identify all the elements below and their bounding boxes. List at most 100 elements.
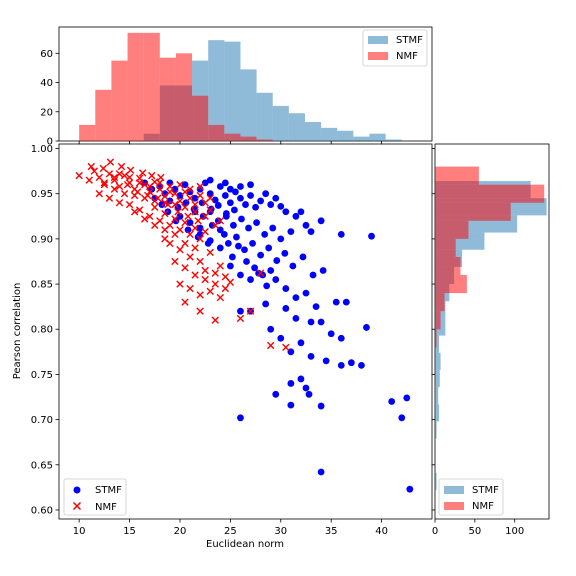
right-x-tick-label: 0: [432, 526, 438, 537]
nmf-point: [140, 180, 149, 189]
stmf-point: [342, 298, 350, 306]
nmf-point: [125, 200, 134, 209]
x-tick-label: 15: [123, 526, 136, 537]
nmf-point: [99, 164, 108, 173]
stmf-point: [247, 181, 254, 189]
nmf-point: [148, 171, 156, 180]
right-hist-bar-nmf: [435, 184, 545, 203]
nmf-point: [191, 271, 199, 279]
stmf-point: [247, 192, 254, 199]
stmf-point: [319, 267, 327, 274]
nmf-point: [135, 179, 144, 187]
right-hist-bar-stmf: [435, 352, 441, 370]
right-x-tick-label: 100: [505, 526, 524, 537]
nmf-point: [282, 343, 290, 352]
main-y-ticks: 0.60 0.65 0.70 0.75 0.80 0.85 0.90 0.95 1.00: [31, 144, 59, 516]
top-hist-bar-nmf: [127, 32, 144, 141]
stmf-point: [226, 262, 234, 270]
top-hist-bar-nmf: [224, 133, 241, 141]
stmf-point: [358, 361, 365, 369]
nmf-point: [85, 176, 93, 184]
nmf-point: [115, 182, 124, 191]
right-hist-bar-nmf: [435, 293, 445, 312]
nmf-point: [115, 170, 124, 178]
top-hist-bar-nmf: [111, 60, 128, 141]
x-tick-label: 25: [224, 526, 237, 537]
nmf-point: [221, 284, 230, 293]
x-tick-label: 20: [174, 526, 187, 537]
nmf-point: [135, 206, 144, 214]
top-hist-bar-stmf: [224, 41, 241, 141]
stmf-point: [237, 307, 244, 315]
nmf-point: [181, 264, 189, 272]
stmf-point: [262, 190, 270, 198]
top-hist-bar-nmf: [79, 124, 96, 141]
nmf-point: [166, 182, 174, 191]
nmf-point: [206, 287, 214, 295]
nmf-point: [196, 291, 204, 299]
stmf-point: [224, 239, 232, 247]
nmf-point: [194, 217, 202, 225]
y-tick-label: 0.60: [31, 505, 53, 516]
nmf-point: [196, 257, 204, 266]
nmf-point: [216, 262, 224, 270]
main-scatter-panel: 10 15 20 25 30 35 40 0.600.650.700.750.800.850…: [12, 143, 433, 550]
nmf-point: [256, 269, 265, 277]
stmf-point: [235, 242, 242, 250]
nmf-point: [174, 208, 182, 216]
stmf-point: [237, 271, 244, 279]
main-legend: STMF NMF: [63, 478, 127, 516]
stmf-point: [277, 334, 285, 342]
nmf-point: [151, 221, 159, 230]
nmf-point: [130, 208, 139, 216]
nmf-point: [191, 244, 199, 252]
stmf-point: [292, 314, 300, 322]
right-histogram-panel: 0 50 100 STMF NMF: [431, 143, 550, 537]
stmf-point: [196, 224, 204, 232]
y-tick-label: 0.95: [31, 189, 53, 200]
stmf-point: [232, 188, 239, 196]
nmf-point: [123, 180, 132, 189]
nmf-point: [154, 194, 162, 202]
nmf-point: [140, 215, 149, 223]
stmf-point: [265, 244, 273, 252]
right-x-tick-label: 50: [468, 526, 481, 537]
scatter-points-group: [75, 158, 414, 493]
top-legend-label-stmf: STMF: [396, 35, 423, 46]
nmf-point: [156, 185, 164, 193]
stmf-point: [222, 212, 230, 220]
stmf-point: [302, 384, 310, 392]
nmf-point: [171, 230, 179, 239]
x-axis-label: Euclidean norm: [206, 539, 284, 550]
nmf-point: [120, 190, 129, 198]
stmf-point: [164, 208, 172, 216]
stmf-point: [406, 485, 414, 493]
right-hist-bar-nmf: [435, 329, 437, 348]
stmf-point: [228, 253, 236, 261]
stmf-point: [166, 179, 174, 187]
stmf-point: [305, 390, 313, 398]
stmf-point: [176, 192, 184, 199]
nmf-point: [211, 269, 219, 277]
nmf-point: [186, 194, 194, 202]
stmf-point: [363, 324, 370, 331]
nmf-point: [181, 188, 189, 196]
nmf-point: [181, 218, 189, 227]
top-hist-bar-stmf: [256, 92, 273, 141]
nmf-point: [201, 212, 209, 220]
stmf-point: [237, 183, 244, 190]
top-histogram-panel: 0 20 40 60 STMF NMF: [40, 26, 433, 148]
right-hist-bar-nmf: [435, 256, 461, 276]
nmf-point: [181, 239, 189, 248]
nmf-point: [176, 180, 184, 189]
right-legend-label-stmf: STMF: [472, 485, 499, 496]
nmf-point: [133, 188, 142, 196]
y-tick-label: 0.70: [31, 415, 53, 426]
nmf-point: [161, 235, 169, 243]
nmf-point: [236, 314, 245, 323]
right-hist-bar-stmf: [435, 421, 437, 439]
stmf-point: [322, 357, 330, 365]
stmf-point: [287, 380, 295, 387]
nmf-point: [164, 200, 172, 209]
right-hist-bar-stmf: [435, 472, 437, 491]
